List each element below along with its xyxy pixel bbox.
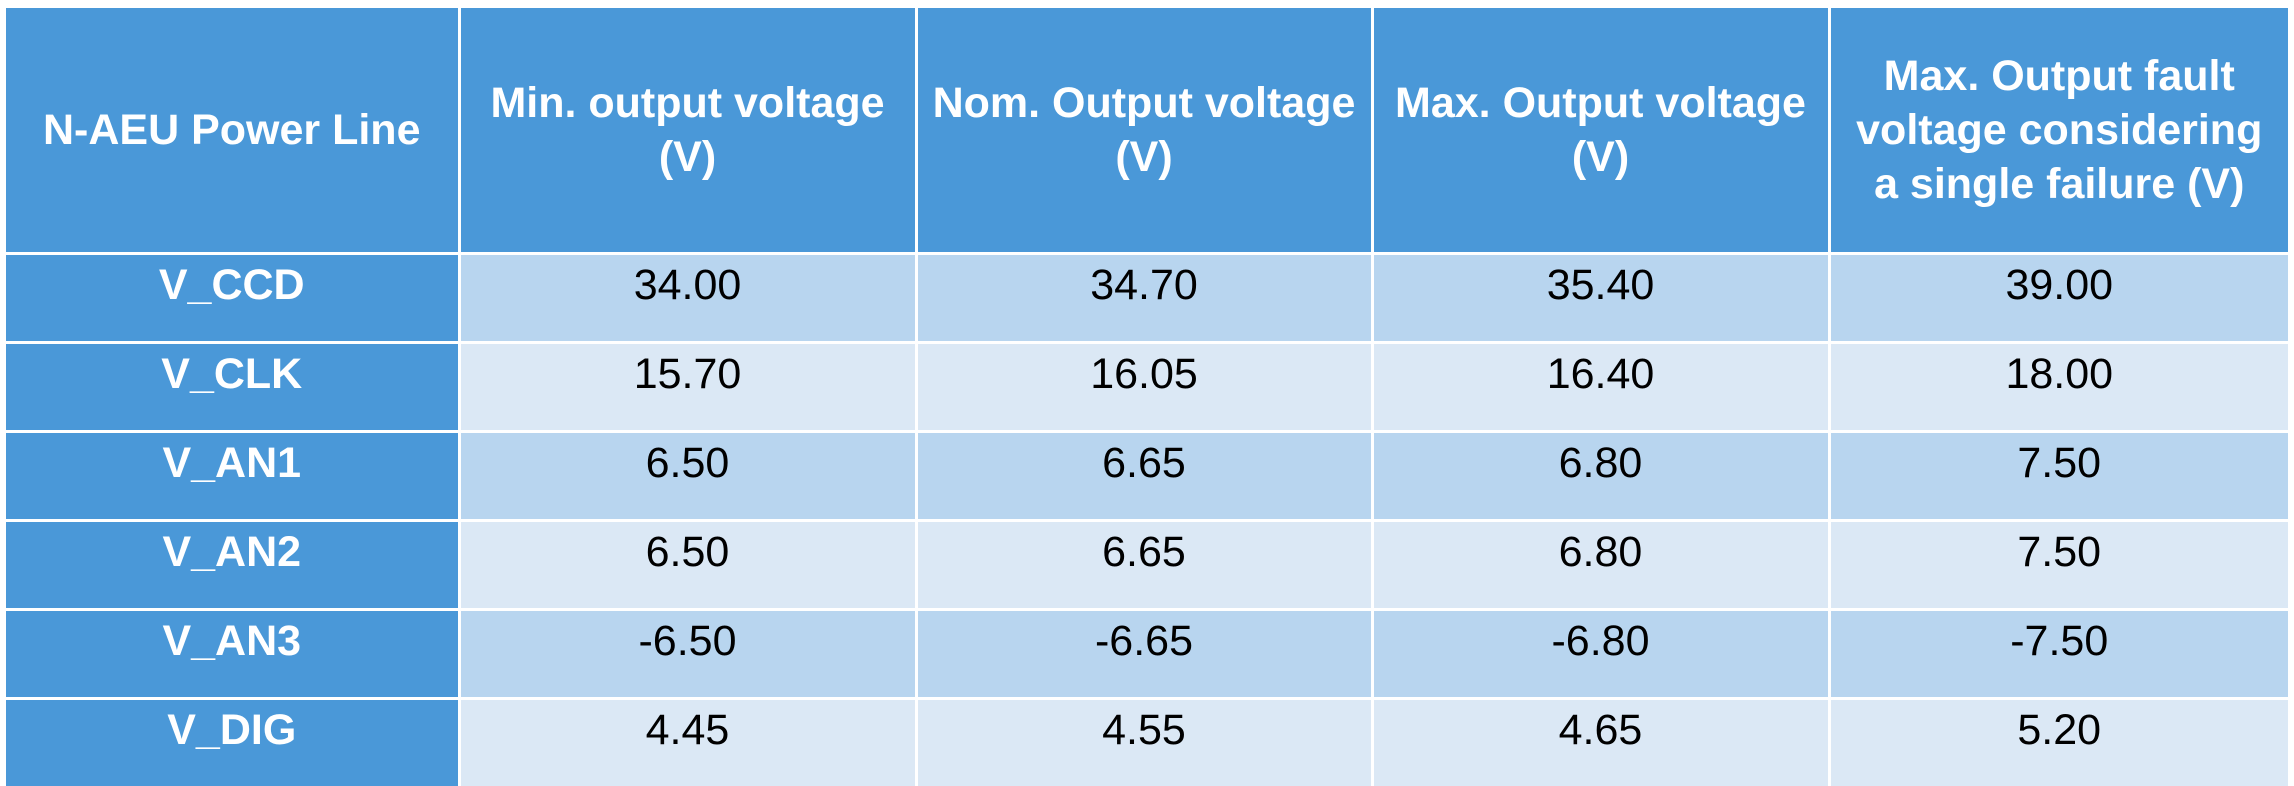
table-row: V_CLK 15.70 16.05 16.40 18.00 — [6, 343, 2288, 432]
header-power-line: N-AEU Power Line — [6, 8, 459, 254]
header-min-voltage: Min. output voltage (V) — [459, 8, 916, 254]
cell-max: 16.40 — [1372, 343, 1829, 432]
cell-nom: 6.65 — [916, 521, 1372, 610]
row-label: V_CCD — [6, 254, 459, 343]
cell-fault: 7.50 — [1829, 432, 2288, 521]
cell-min: 4.45 — [459, 699, 916, 786]
cell-max: -6.80 — [1372, 610, 1829, 699]
cell-nom: 16.05 — [916, 343, 1372, 432]
cell-nom: -6.65 — [916, 610, 1372, 699]
voltage-table-container: N-AEU Power Line Min. output voltage (V)… — [6, 8, 2288, 770]
header-nom-voltage: Nom. Output voltage (V) — [916, 8, 1372, 254]
table-row: V_AN1 6.50 6.65 6.80 7.50 — [6, 432, 2288, 521]
table-header-row: N-AEU Power Line Min. output voltage (V)… — [6, 8, 2288, 254]
cell-fault: 5.20 — [1829, 699, 2288, 786]
cell-min: 15.70 — [459, 343, 916, 432]
cell-fault: 18.00 — [1829, 343, 2288, 432]
cell-min: 34.00 — [459, 254, 916, 343]
cell-min: 6.50 — [459, 521, 916, 610]
cell-nom: 34.70 — [916, 254, 1372, 343]
row-label: V_CLK — [6, 343, 459, 432]
table-row: V_AN2 6.50 6.65 6.80 7.50 — [6, 521, 2288, 610]
header-fault-voltage: Max. Output fault voltage considering a … — [1829, 8, 2288, 254]
cell-fault: -7.50 — [1829, 610, 2288, 699]
cell-fault: 39.00 — [1829, 254, 2288, 343]
table-row: V_AN3 -6.50 -6.65 -6.80 -7.50 — [6, 610, 2288, 699]
cell-max: 4.65 — [1372, 699, 1829, 786]
table-row: V_CCD 34.00 34.70 35.40 39.00 — [6, 254, 2288, 343]
cell-max: 6.80 — [1372, 432, 1829, 521]
voltage-table: N-AEU Power Line Min. output voltage (V)… — [6, 8, 2288, 786]
cell-nom: 6.65 — [916, 432, 1372, 521]
cell-max: 35.40 — [1372, 254, 1829, 343]
row-label: V_AN1 — [6, 432, 459, 521]
header-max-voltage: Max. Output voltage (V) — [1372, 8, 1829, 254]
cell-min: 6.50 — [459, 432, 916, 521]
table-row: V_DIG 4.45 4.55 4.65 5.20 — [6, 699, 2288, 786]
cell-nom: 4.55 — [916, 699, 1372, 786]
row-label: V_DIG — [6, 699, 459, 786]
cell-min: -6.50 — [459, 610, 916, 699]
cell-fault: 7.50 — [1829, 521, 2288, 610]
cell-max: 6.80 — [1372, 521, 1829, 610]
row-label: V_AN3 — [6, 610, 459, 699]
row-label: V_AN2 — [6, 521, 459, 610]
